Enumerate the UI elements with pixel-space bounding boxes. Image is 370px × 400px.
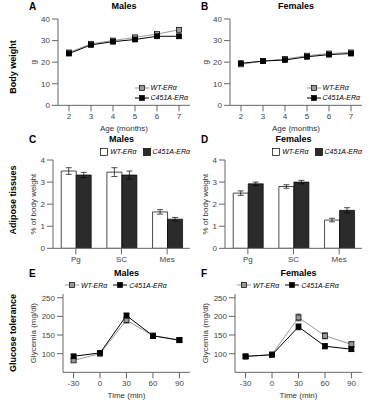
svg-text:0: 0	[46, 101, 51, 110]
svg-text:Time (min): Time (min)	[108, 391, 146, 400]
svg-text:-30: -30	[240, 379, 252, 388]
svg-text:SC: SC	[288, 255, 299, 264]
html-text:Body weight: Body weight	[8, 39, 18, 94]
svg-text:7: 7	[177, 112, 182, 121]
svg-text:Pg: Pg	[71, 255, 81, 264]
svg-text:0: 0	[98, 379, 103, 388]
svg-text:% of body weight: % of body weight	[201, 173, 210, 235]
svg-text:200: 200	[42, 312, 56, 321]
svg-text:200: 200	[214, 312, 228, 321]
svg-text:Time (min): Time (min)	[280, 391, 318, 400]
html-text:Glucose tolerance: Glucose tolerance	[8, 294, 18, 373]
html-text:WT-ERα: WT-ERα	[253, 281, 280, 289]
svg-text:30: 30	[122, 379, 131, 388]
svg-text:4: 4	[213, 156, 218, 165]
svg-text:0: 0	[270, 379, 275, 388]
html-text:Males: Males	[114, 267, 139, 278]
html-text:E: E	[29, 267, 36, 279]
html-text:B: B	[201, 1, 209, 12]
svg-text:2: 2	[213, 200, 218, 209]
svg-text:5: 5	[305, 112, 310, 121]
svg-text:90: 90	[347, 379, 356, 388]
svg-text:60: 60	[149, 379, 158, 388]
svg-text:40: 40	[41, 15, 50, 24]
svg-text:0: 0	[213, 244, 218, 253]
html-text:F: F	[201, 267, 208, 279]
svg-text:60: 60	[321, 379, 330, 388]
svg-text:5: 5	[133, 112, 138, 121]
svg-text:150: 150	[214, 331, 228, 340]
html-text:C451A-ERα: C451A-ERα	[129, 281, 167, 289]
svg-text:3: 3	[261, 112, 266, 121]
svg-text:250: 250	[42, 293, 56, 302]
html-text:Males: Males	[109, 134, 134, 145]
svg-text:Glycemia (mg/dl): Glycemia (mg/dl)	[201, 302, 210, 363]
html-text:Adipose tissues: Adipose tissues	[8, 165, 18, 235]
svg-text:6: 6	[327, 112, 332, 121]
html-text:C451A-ERα: C451A-ERα	[324, 148, 362, 156]
svg-text:40: 40	[213, 15, 222, 24]
svg-text:-30: -30	[68, 379, 80, 388]
svg-text:g: g	[29, 60, 38, 64]
svg-text:30: 30	[41, 36, 50, 45]
svg-text:100: 100	[214, 349, 228, 358]
svg-text:7: 7	[349, 112, 354, 121]
html-text:WT-ERα: WT-ERα	[282, 148, 309, 156]
svg-text:Age (months): Age (months)	[100, 124, 148, 133]
html-text:D: D	[201, 134, 209, 146]
html-text:Females: Females	[280, 267, 317, 278]
svg-text:1: 1	[213, 222, 218, 231]
svg-text:4: 4	[41, 156, 46, 165]
html-text:C451A-ERα: C451A-ERα	[152, 148, 190, 156]
svg-text:10: 10	[213, 80, 222, 89]
html-text:C451A-ERα: C451A-ERα	[301, 281, 339, 289]
html-text:Females: Females	[278, 1, 314, 11]
svg-text:Mes: Mes	[160, 255, 175, 264]
svg-text:Mes: Mes	[332, 255, 347, 264]
html-text:Females: Females	[275, 134, 312, 145]
svg-text:20: 20	[41, 58, 50, 67]
svg-text:20: 20	[213, 58, 222, 67]
svg-text:3: 3	[213, 178, 218, 187]
html-text:A: A	[29, 1, 37, 12]
svg-text:SC: SC	[116, 255, 127, 264]
html-text:C451A-ERα: C451A-ERα	[322, 94, 360, 102]
svg-text:1: 1	[41, 222, 46, 231]
svg-text:6: 6	[155, 112, 160, 121]
svg-text:150: 150	[42, 331, 56, 340]
svg-text:% of body weight: % of body weight	[29, 173, 38, 235]
svg-text:4: 4	[283, 112, 288, 121]
svg-text:90: 90	[175, 379, 184, 388]
svg-text:Glycemia (mg/dl): Glycemia (mg/dl)	[29, 302, 38, 363]
html-text:C451A-ERα: C451A-ERα	[150, 94, 188, 102]
html-text:C: C	[29, 134, 37, 146]
html-text:WT-ERα: WT-ERα	[81, 281, 108, 289]
svg-text:Pg: Pg	[243, 255, 253, 264]
svg-text:0: 0	[41, 244, 46, 253]
svg-text:3: 3	[41, 178, 46, 187]
svg-text:2: 2	[67, 112, 72, 121]
svg-text:10: 10	[41, 80, 50, 89]
html-text:WT-ERα: WT-ERα	[322, 84, 349, 92]
svg-text:g: g	[201, 60, 210, 64]
svg-text:2: 2	[41, 200, 46, 209]
svg-text:2: 2	[239, 112, 244, 121]
svg-text:3: 3	[89, 112, 94, 121]
html-text:Males: Males	[111, 1, 137, 11]
html-text:WT-ERα: WT-ERα	[150, 84, 177, 92]
svg-text:0: 0	[218, 101, 223, 110]
svg-text:30: 30	[213, 36, 222, 45]
svg-text:4: 4	[111, 112, 116, 121]
html-text:WT-ERα: WT-ERα	[110, 148, 137, 156]
svg-text:30: 30	[294, 379, 303, 388]
svg-text:Age (months): Age (months)	[272, 124, 320, 133]
svg-text:250: 250	[214, 293, 228, 302]
svg-text:100: 100	[42, 349, 56, 358]
